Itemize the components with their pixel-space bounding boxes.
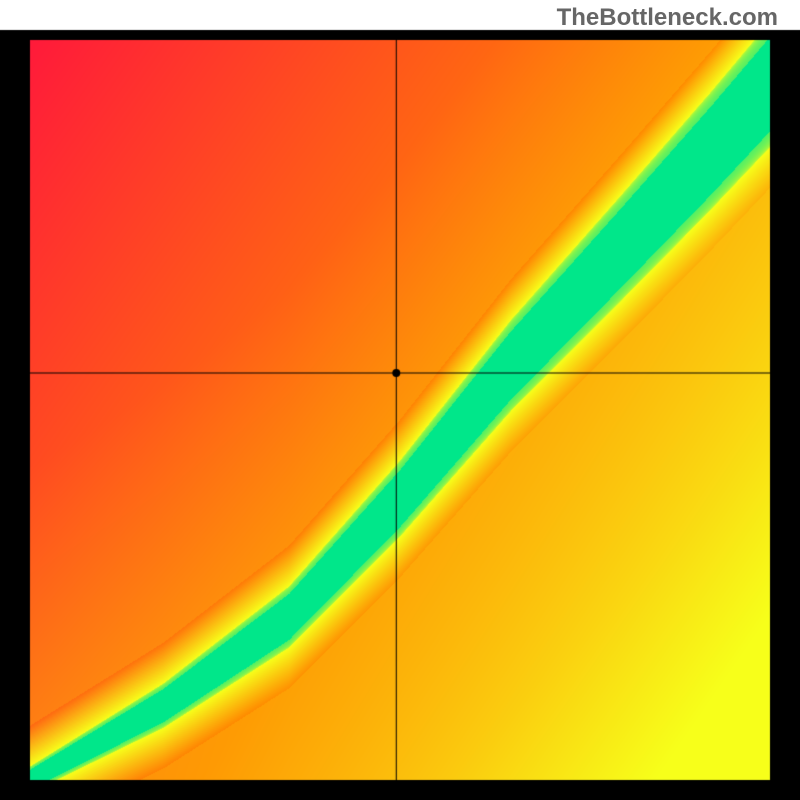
- watermark-text: TheBottleneck.com: [557, 4, 778, 32]
- chart-container: TheBottleneck.com: [0, 0, 800, 800]
- bottleneck-heatmap: [0, 0, 800, 800]
